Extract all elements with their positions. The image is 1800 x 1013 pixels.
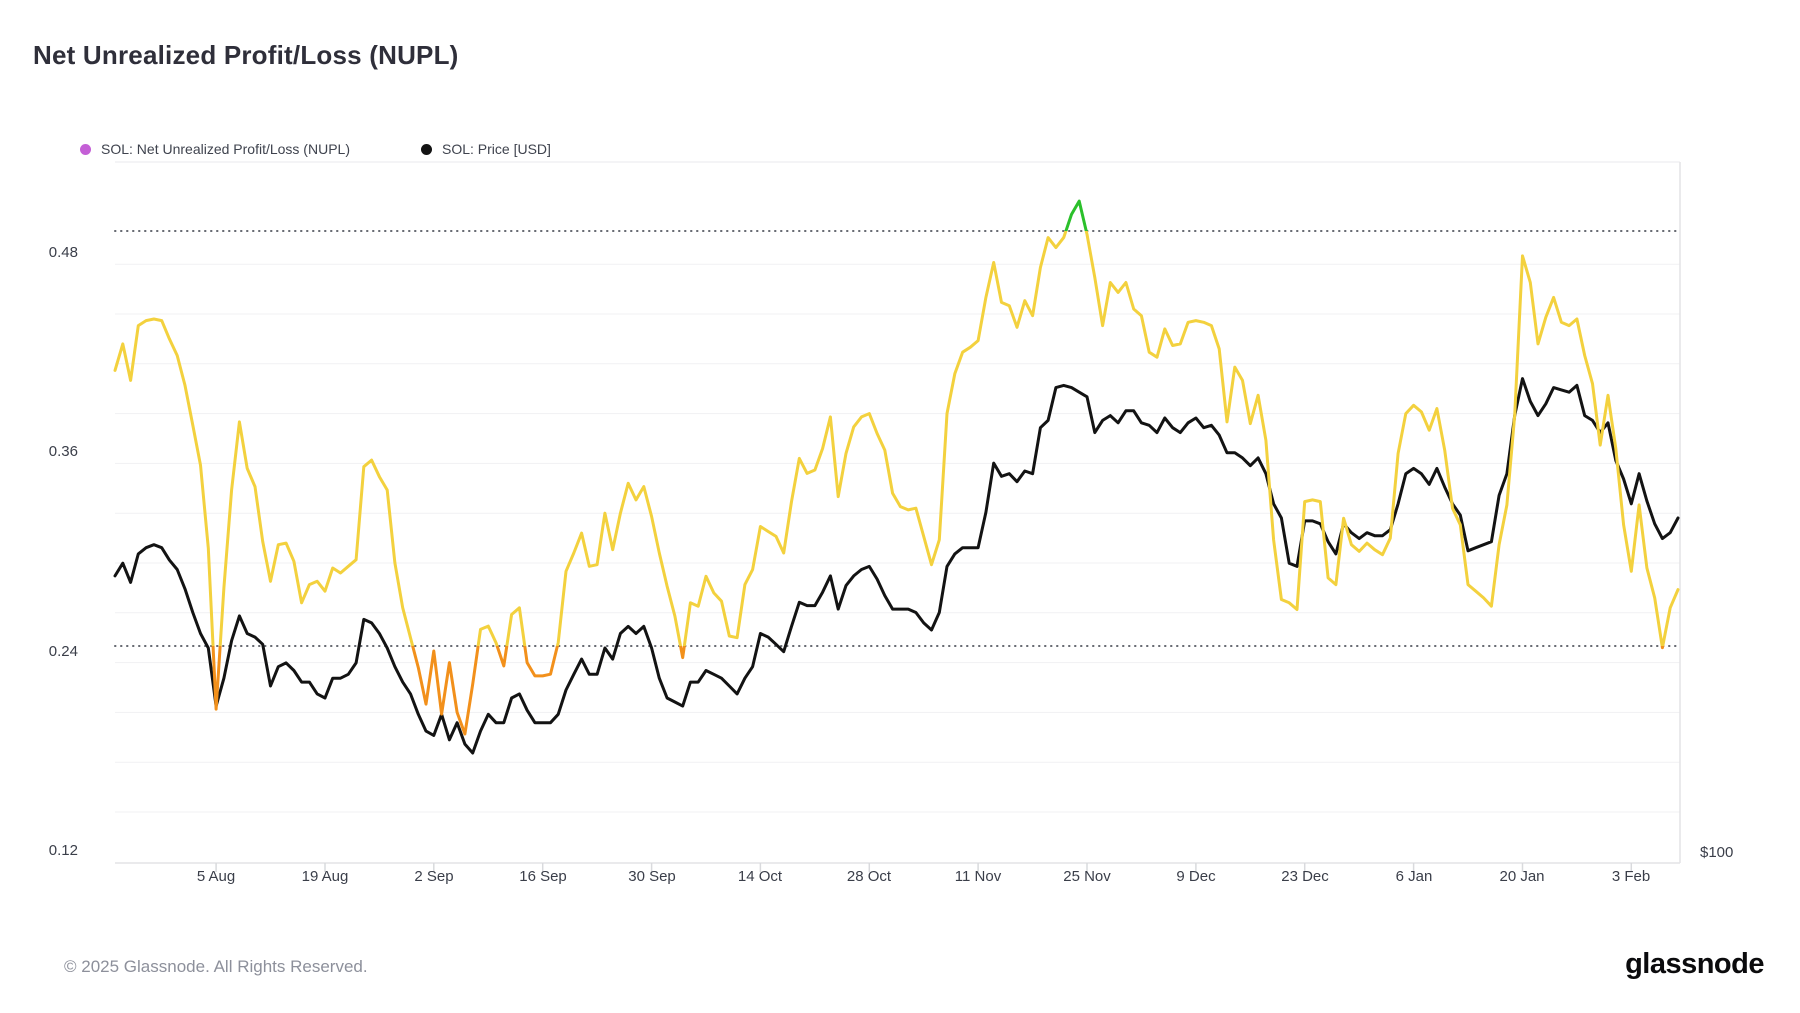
legend-item-label: SOL: Net Unrealized Profit/Loss (NUPL) bbox=[101, 141, 350, 157]
y-axis-label: 0.36 bbox=[48, 443, 78, 460]
x-axis-label: 9 Dec bbox=[1176, 868, 1216, 885]
y-axis-label: 0.24 bbox=[48, 643, 78, 660]
copyright-text: © 2025 Glassnode. All Rights Reserved. bbox=[64, 957, 368, 976]
nupl-line bbox=[113, 231, 1680, 646]
legend-item-label: SOL: Price [USD] bbox=[442, 141, 551, 157]
x-axis-label: 11 Nov bbox=[954, 868, 1002, 885]
legend-item-nupl[interactable]: SOL: Net Unrealized Profit/Loss (NUPL) bbox=[80, 138, 350, 160]
x-axis-label: 23 Dec bbox=[1281, 868, 1329, 885]
price-legend-dot-icon bbox=[421, 143, 432, 155]
x-axis-label: 2 Sep bbox=[414, 868, 454, 885]
page-title: Net Unrealized Profit/Loss (NUPL) bbox=[33, 40, 459, 70]
x-axis-label: 25 Nov bbox=[1063, 868, 1111, 885]
price-axis-label: $100 bbox=[1700, 844, 1734, 861]
y-axis-label: 0.12 bbox=[48, 842, 78, 859]
legend-item-price[interactable]: SOL: Price [USD] bbox=[421, 138, 551, 160]
x-axis-label: 6 Jan bbox=[1395, 868, 1433, 885]
x-axis-label: 5 Aug bbox=[196, 868, 236, 885]
nupl-line bbox=[1064, 199, 1088, 231]
glassnode-logo[interactable]: glassnode bbox=[1625, 948, 1764, 980]
y-axis-label: 0.48 bbox=[48, 244, 78, 261]
x-axis-label: 3 Feb bbox=[1611, 868, 1651, 885]
price-line bbox=[113, 377, 1680, 755]
x-axis-label: 14 Oct bbox=[737, 868, 783, 885]
x-axis-label: 16 Sep bbox=[519, 868, 567, 885]
x-axis-label: 20 Jan bbox=[1499, 868, 1545, 885]
nupl-line bbox=[211, 646, 1665, 736]
nupl-legend-dot-icon bbox=[80, 143, 91, 155]
x-axis-label: 30 Sep bbox=[628, 868, 676, 885]
x-axis-label: 19 Aug bbox=[301, 868, 349, 885]
x-axis-label: 28 Oct bbox=[846, 868, 892, 885]
